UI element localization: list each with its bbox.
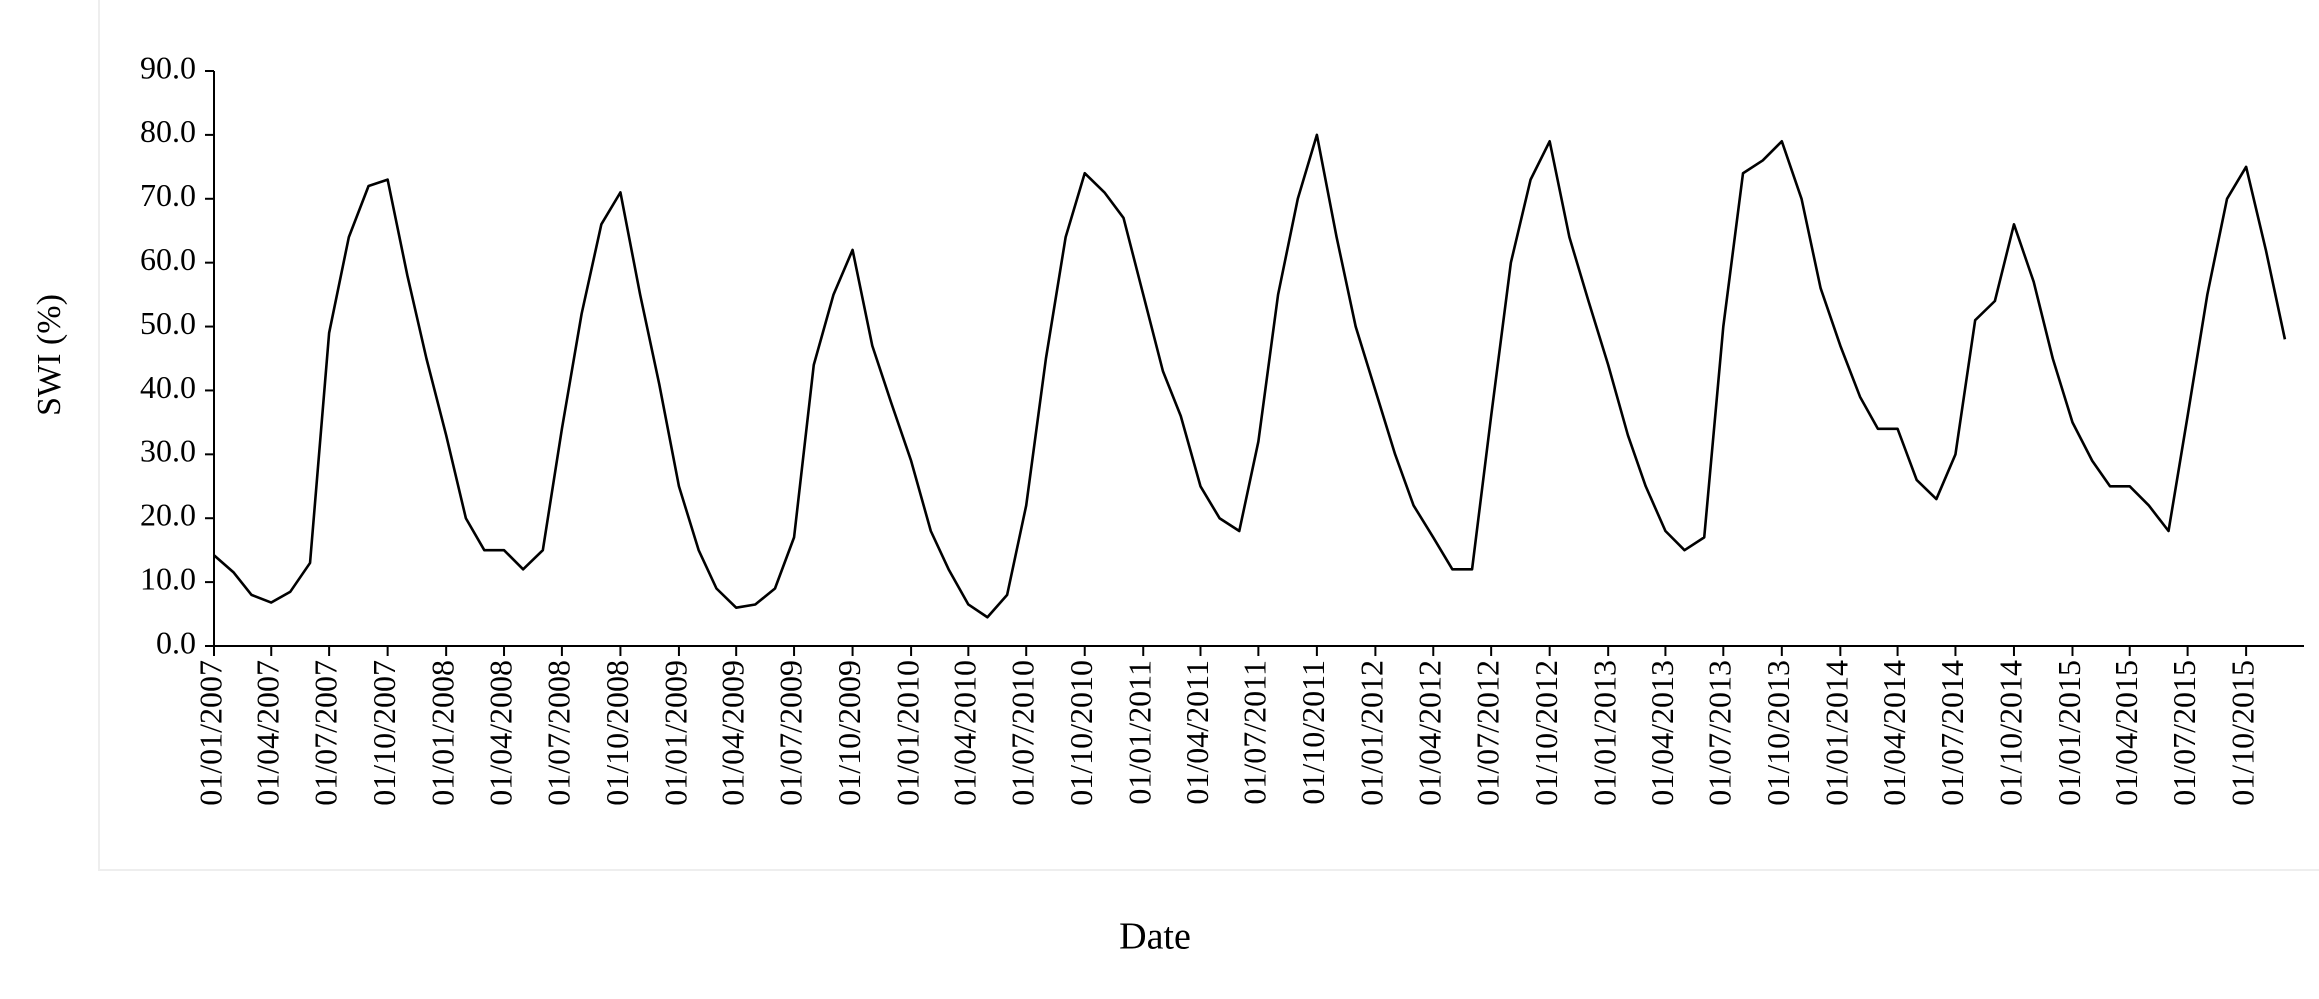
- y-tick-label: 70.0: [140, 177, 196, 213]
- y-tick-label: 10.0: [140, 560, 196, 596]
- x-tick-label: 01/01/2010: [889, 660, 925, 806]
- y-axis-title: SWI (%): [31, 294, 68, 416]
- x-tick-label: 01/01/2009: [657, 660, 693, 806]
- x-tick-label: 01/07/2009: [772, 660, 808, 806]
- y-tick-label: 20.0: [140, 497, 196, 533]
- x-tick-label: 01/07/2014: [1934, 660, 1970, 806]
- x-tick-label: 01/01/2012: [1354, 660, 1390, 806]
- x-tick-label: 01/01/2015: [2051, 660, 2087, 806]
- x-tick-label: 01/01/2013: [1587, 660, 1623, 806]
- x-tick-label: 01/07/2007: [307, 660, 343, 806]
- x-tick-label: 01/01/2014: [1819, 660, 1855, 806]
- data-line: [213, 133, 2287, 619]
- x-axis-title: Date: [1119, 916, 1191, 958]
- plot-frame: [98, 0, 2319, 871]
- y-tick-label: 50.0: [140, 305, 196, 341]
- y-tick-label: 40.0: [140, 369, 196, 405]
- x-tick-label: 01/04/2011: [1179, 660, 1215, 805]
- y-tick-label: 0.0: [156, 624, 196, 660]
- x-tick-label: 01/04/2012: [1412, 660, 1448, 806]
- x-tick-label: 01/07/2013: [1702, 660, 1738, 806]
- x-tick-label: 01/10/2013: [1760, 660, 1796, 806]
- x-tick-label: 01/07/2008: [540, 660, 576, 806]
- y-tick-label: 90.0: [140, 49, 196, 85]
- x-tick-label: 01/07/2011: [1237, 660, 1273, 805]
- y-tick-label: 60.0: [140, 241, 196, 277]
- x-tick-label: 01/10/2008: [599, 660, 635, 806]
- x-tick-label: 01/04/2008: [482, 660, 518, 806]
- x-tick-label: 01/04/2013: [1644, 660, 1680, 806]
- x-tick-label: 01/07/2015: [2166, 660, 2202, 806]
- x-tick-label: 01/04/2010: [947, 660, 983, 806]
- x-tick-label: 01/10/2007: [366, 660, 402, 806]
- y-tick-label: 30.0: [140, 433, 196, 469]
- x-tick-label: 01/04/2014: [1876, 660, 1912, 806]
- x-tick-label: 01/07/2010: [1005, 660, 1041, 806]
- x-tick-label: 01/01/2011: [1122, 660, 1158, 805]
- x-tick-label: 01/10/2009: [831, 660, 867, 806]
- x-tick-label: 01/10/2010: [1063, 660, 1099, 806]
- x-tick-label: 01/04/2009: [715, 660, 751, 806]
- x-tick-label: 01/10/2011: [1295, 660, 1331, 805]
- x-tick-label: 01/04/2015: [2108, 660, 2144, 806]
- x-tick-label: 01/10/2015: [2224, 660, 2260, 806]
- x-tick-label: 01/10/2014: [1992, 660, 2028, 806]
- x-tick-label: 01/10/2012: [1528, 660, 1564, 806]
- x-tick-label: 01/01/2008: [424, 660, 460, 806]
- x-tick-label: 01/04/2007: [250, 660, 286, 806]
- x-tick-label: 01/01/2007: [192, 660, 228, 806]
- x-tick-label: 01/07/2012: [1469, 660, 1505, 806]
- y-tick-label: 80.0: [140, 113, 196, 149]
